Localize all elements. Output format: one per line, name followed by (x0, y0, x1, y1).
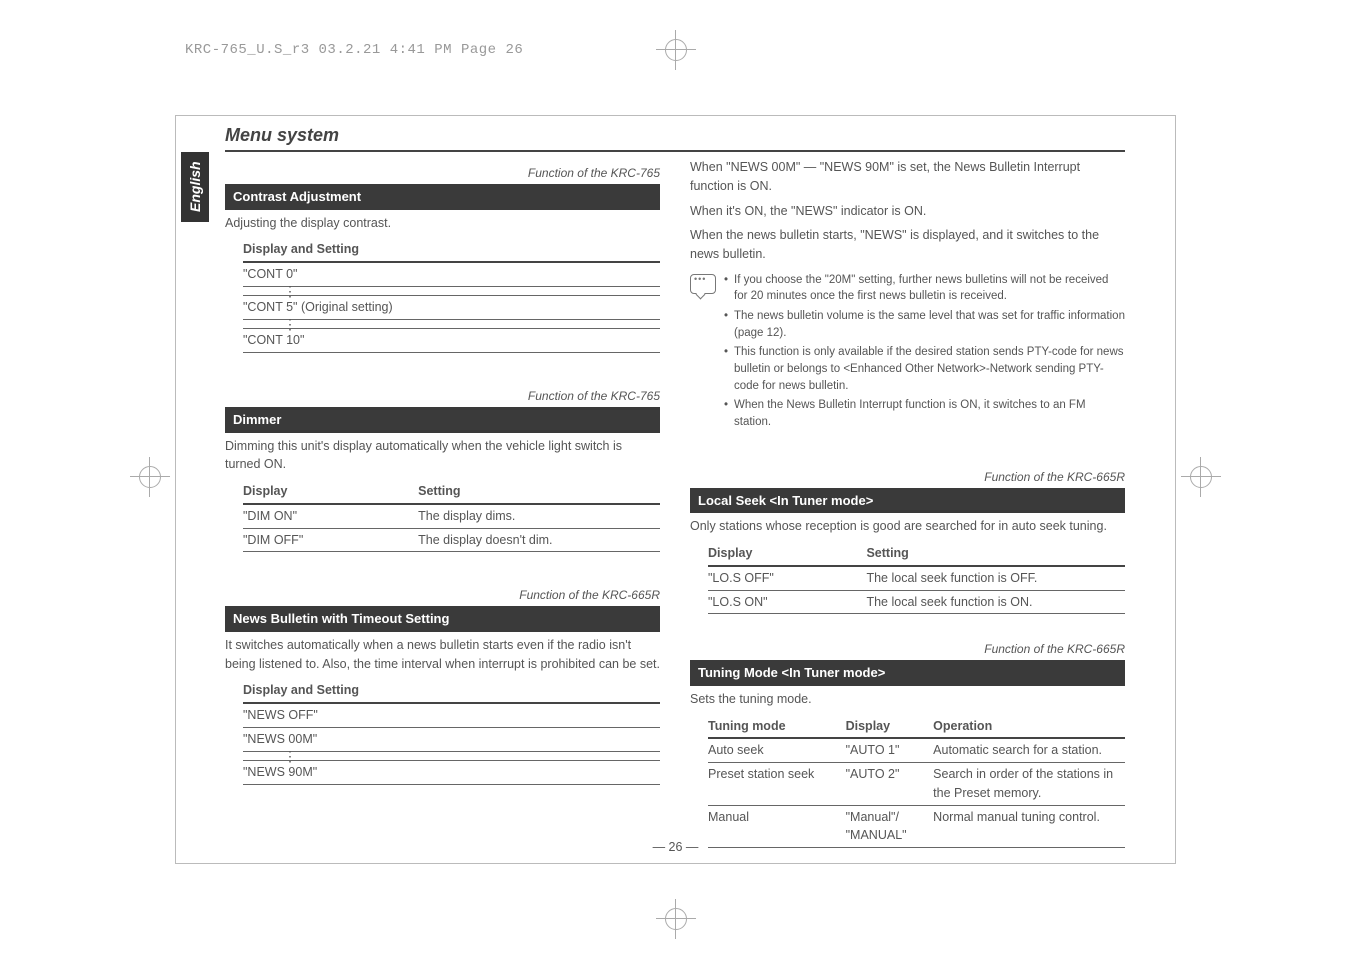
note-item: The news bulletin volume is the same lev… (724, 308, 1125, 341)
table-row: "DIM OFF" The display doesn't dim. (243, 528, 660, 552)
crop-mark-right (1181, 457, 1221, 497)
cell: The local seek function is OFF. (866, 566, 1125, 590)
table-row: Auto seek "AUTO 1" Automatic search for … (708, 738, 1125, 762)
vdots: ⋮ (243, 287, 660, 295)
tuning-body: Sets the tuning mode. (690, 690, 1125, 709)
cell: Automatic search for a station. (933, 738, 1125, 762)
cell: "DIM ON" (243, 504, 418, 528)
dimmer-header: Dimmer (225, 407, 660, 433)
local-table: Display Setting "LO.S OFF" The local see… (708, 542, 1125, 614)
cell: Auto seek (708, 738, 846, 762)
news-info-p3: When the news bulletin starts, "NEWS" is… (690, 226, 1125, 264)
news-func-label: Function of the KRC-665R (225, 586, 660, 604)
table-row: "LO.S OFF" The local seek function is OF… (708, 566, 1125, 590)
note-item: This function is only available if the d… (724, 344, 1125, 394)
note-icon (690, 274, 716, 294)
local-th-display: Display (708, 542, 866, 566)
cell: "Manual"/ "MANUAL" (846, 805, 934, 848)
local-th-setting: Setting (866, 542, 1125, 566)
cell: The local seek function is ON. (866, 590, 1125, 614)
cell: "AUTO 2" (846, 763, 934, 806)
dimmer-table: Display Setting "DIM ON" The display dim… (243, 480, 660, 552)
contrast-row-1: "CONT 5" (Original setting) (243, 295, 660, 320)
news-row-2: "NEWS 90M" (243, 760, 660, 785)
contrast-row-0: "CONT 0" (243, 263, 660, 287)
local-func-label: Function of the KRC-665R (690, 468, 1125, 486)
cell: Search in order of the stations in the P… (933, 763, 1125, 806)
cell: "LO.S ON" (708, 590, 866, 614)
tuning-table: Tuning mode Display Operation Auto seek … (708, 715, 1125, 849)
cell: "LO.S OFF" (708, 566, 866, 590)
dimmer-th-setting: Setting (418, 480, 660, 504)
tuning-th-operation: Operation (933, 715, 1125, 739)
news-row-0: "NEWS OFF" (243, 704, 660, 728)
dimmer-th-display: Display (243, 480, 418, 504)
crop-mark-top (656, 30, 696, 70)
note-item: When the News Bulletin Interrupt functio… (724, 397, 1125, 430)
news-list-heading: Display and Setting (243, 679, 660, 704)
table-row: "LO.S ON" The local seek function is ON. (708, 590, 1125, 614)
table-row: Preset station seek "AUTO 2" Search in o… (708, 763, 1125, 806)
note-item: If you choose the "20M" setting, further… (724, 272, 1125, 305)
contrast-func-label: Function of the KRC-765 (225, 164, 660, 182)
cell: "DIM OFF" (243, 528, 418, 552)
cell: Preset station seek (708, 763, 846, 806)
news-info-p2: When it's ON, the "NEWS" indicator is ON… (690, 202, 1125, 221)
tuning-func-label: Function of the KRC-665R (690, 640, 1125, 658)
print-header: KRC-765_U.S_r3 03.2.21 4:41 PM Page 26 (185, 42, 523, 58)
language-tab: English (181, 152, 209, 222)
table-row: Manual "Manual"/ "MANUAL" Normal manual … (708, 805, 1125, 848)
cell: The display dims. (418, 504, 660, 528)
contrast-header: Contrast Adjustment (225, 184, 660, 210)
cell: Manual (708, 805, 846, 848)
vdots: ⋮ (243, 320, 660, 328)
news-info-p1: When "NEWS 00M" — "NEWS 90M" is set, the… (690, 158, 1125, 196)
dimmer-func-label: Function of the KRC-765 (225, 387, 660, 405)
cell: Normal manual tuning control. (933, 805, 1125, 848)
page-title: Menu system (225, 125, 1125, 152)
contrast-row-2: "CONT 10" (243, 328, 660, 353)
tuning-header: Tuning Mode <In Tuner mode> (690, 660, 1125, 686)
local-header: Local Seek <In Tuner mode> (690, 488, 1125, 514)
crop-mark-left (130, 457, 170, 497)
crop-mark-bottom (656, 899, 696, 939)
news-body: It switches automatically when a news bu… (225, 636, 660, 674)
tuning-th-display: Display (846, 715, 934, 739)
table-row: "DIM ON" The display dims. (243, 504, 660, 528)
note-list: If you choose the "20M" setting, further… (724, 272, 1125, 434)
page-content: Menu system Function of the KRC-765 Cont… (225, 125, 1125, 854)
news-row-1: "NEWS 00M" (243, 728, 660, 752)
right-column: When "NEWS 00M" — "NEWS 90M" is set, the… (690, 158, 1125, 848)
page-number: — 26 — (653, 840, 699, 854)
contrast-list-heading: Display and Setting (243, 238, 660, 263)
news-header: News Bulletin with Timeout Setting (225, 606, 660, 632)
cell: The display doesn't dim. (418, 528, 660, 552)
local-body: Only stations whose reception is good ar… (690, 517, 1125, 536)
note-box: If you choose the "20M" setting, further… (690, 272, 1125, 434)
vdots: ⋮ (243, 752, 660, 760)
dimmer-body: Dimming this unit's display automaticall… (225, 437, 660, 475)
tuning-th-mode: Tuning mode (708, 715, 846, 739)
contrast-body: Adjusting the display contrast. (225, 214, 660, 233)
cell: "AUTO 1" (846, 738, 934, 762)
left-column: Function of the KRC-765 Contrast Adjustm… (225, 158, 660, 848)
